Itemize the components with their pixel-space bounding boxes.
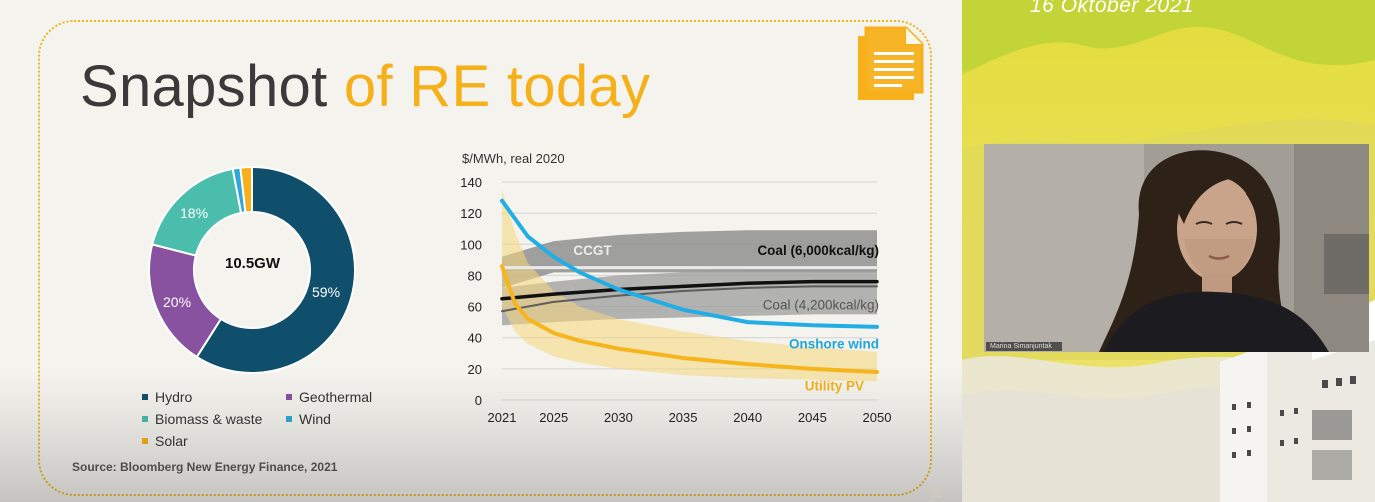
legend-label: Hydro — [155, 389, 193, 405]
coal-4200-label: Coal (4,200kcal/kg) — [763, 298, 879, 313]
onshore-wind-line — [500, 198, 879, 329]
participant-name-tag: Marina Simanjuntak — [986, 342, 1062, 351]
presentation-slide: Snapshot of RE today 10.5GW 59% 20% 18% … — [0, 0, 962, 502]
utility-pv-label: Utility PV — [805, 379, 864, 394]
x-tick-label: 2045 — [798, 410, 827, 425]
legend-swatch — [286, 394, 292, 401]
donut-center-label: 10.5GW — [224, 255, 281, 272]
legend-item-hydro: Hydro — [142, 389, 192, 405]
y-tick-label: 80 — [468, 268, 482, 283]
title-part-2: of RE today — [343, 54, 651, 119]
coal-6000-line — [500, 279, 879, 301]
ccgt-label: CCGT — [573, 243, 612, 258]
capacity-donut-chart — [148, 165, 356, 374]
x-tick-label: 2030 — [604, 410, 633, 425]
biomass-percent-label: 18% — [180, 205, 209, 221]
x-tick-label: 2050 — [863, 410, 892, 425]
x-tick-label: 2040 — [733, 410, 762, 425]
slide-frame — [38, 20, 932, 496]
legend-swatch — [142, 438, 148, 445]
donut-slice-solar — [239, 165, 253, 214]
x-tick-label: 2025 — [539, 410, 568, 425]
legend-label: Wind — [299, 411, 331, 427]
legend-label: Solar — [155, 433, 188, 449]
event-date: 16 Oktober 2021 — [1030, 0, 1194, 17]
y-axis-label: $/MWh, real 2020 — [462, 151, 565, 166]
legend-item-biomass: Biomass & waste — [142, 411, 262, 427]
y-tick-label: 0 — [475, 393, 482, 408]
donut-slice-hydro — [195, 165, 356, 374]
coal-6000-label: Coal (6,000kcal/kg) — [757, 243, 879, 258]
x-tick-label: 2021 — [488, 410, 517, 425]
x-tick-label: 2035 — [669, 410, 698, 425]
legend-item-geothermal: Geothermal — [286, 389, 372, 405]
title-part-1: Snapshot — [80, 54, 328, 119]
y-tick-label: 100 — [460, 237, 482, 252]
legend-swatch — [142, 416, 148, 423]
y-tick-label: 20 — [468, 362, 482, 377]
hydro-percent-label: 59% — [312, 284, 341, 300]
legend-label: Geothermal — [299, 389, 373, 405]
participant-video[interactable] — [984, 144, 1369, 352]
legend-item-solar: Solar — [142, 433, 188, 449]
y-tick-label: 140 — [460, 175, 482, 190]
legend-swatch — [286, 416, 292, 423]
slide-page-number: 12 — [930, 488, 943, 500]
source-note: Source: Bloomberg New Energy Finance, 20… — [72, 460, 338, 474]
y-tick-label: 60 — [468, 300, 482, 315]
legend-label: Biomass & waste — [155, 411, 263, 427]
utility-pv-line — [500, 264, 879, 374]
legend-item-wind: Wind — [286, 411, 331, 427]
coal-4200-line — [501, 285, 878, 313]
slide-title: Snapshot of RE today — [80, 52, 650, 122]
y-tick-label: 120 — [460, 206, 482, 221]
participant-video-frame — [984, 144, 1369, 352]
onshore-wind-label: Onshore wind — [789, 337, 879, 352]
utility-pv-range-band — [502, 189, 877, 382]
legend-swatch — [142, 394, 148, 401]
geothermal-percent-label: 20% — [163, 294, 192, 310]
y-tick-label: 40 — [468, 331, 482, 346]
ccgt-range-band — [502, 230, 877, 288]
document-icon — [858, 26, 924, 100]
